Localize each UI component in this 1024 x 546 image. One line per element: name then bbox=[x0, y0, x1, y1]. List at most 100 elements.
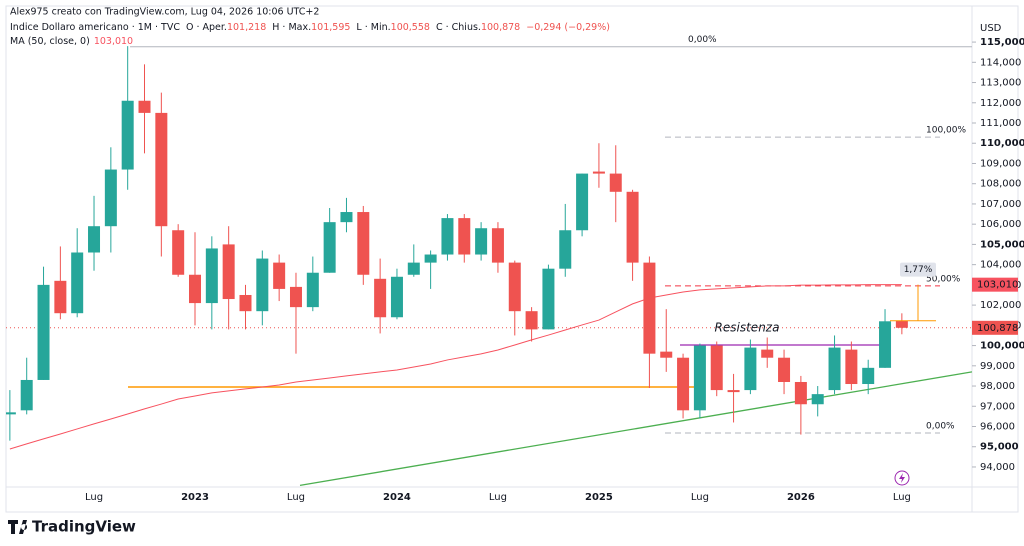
plot-area bbox=[6, 46, 972, 487]
ohlc-value: 100,878 bbox=[481, 22, 520, 33]
body bbox=[205, 248, 218, 304]
body bbox=[609, 173, 622, 192]
body bbox=[155, 112, 168, 227]
body bbox=[525, 311, 538, 330]
body bbox=[172, 230, 185, 275]
event-icon[interactable] bbox=[894, 470, 910, 486]
frame bbox=[5, 5, 1019, 513]
body bbox=[239, 294, 252, 312]
ma-legend: MA (50, close, 0) 103,010 bbox=[10, 36, 133, 47]
y-tick-label: 94,000 bbox=[980, 462, 1015, 473]
ma-name: MA (50, close, 0) bbox=[10, 36, 90, 47]
symbol: Indice Dollaro americano · 1M · TVC bbox=[10, 22, 180, 33]
body bbox=[491, 228, 504, 263]
x-tick-label: 2024 bbox=[383, 492, 411, 503]
body bbox=[828, 347, 841, 391]
logo-text: TradingView bbox=[32, 518, 136, 536]
logo: TradingView bbox=[8, 518, 136, 536]
body bbox=[475, 228, 488, 255]
body bbox=[559, 230, 572, 269]
body bbox=[340, 212, 353, 223]
body bbox=[121, 100, 134, 170]
body bbox=[54, 280, 67, 314]
body bbox=[592, 171, 605, 174]
resistance-label: Resistenza bbox=[715, 320, 780, 334]
x-tick-label: 2023 bbox=[181, 492, 209, 503]
y-tick-label: 99,000 bbox=[980, 361, 1015, 372]
y-tick-label: 104,000 bbox=[980, 260, 1021, 271]
measure-box bbox=[900, 262, 936, 277]
body bbox=[542, 268, 555, 330]
y-tick-label: 95,000 bbox=[980, 442, 1019, 453]
body bbox=[374, 278, 387, 318]
ohlc-value: 101,595 bbox=[311, 22, 350, 33]
ohlc-label: L · Min. bbox=[356, 22, 390, 33]
currency: USD bbox=[980, 23, 1002, 34]
body bbox=[761, 349, 774, 358]
body bbox=[256, 258, 269, 312]
symbol-line: Indice Dollaro americano · 1M · TVC O · A… bbox=[10, 22, 610, 33]
body bbox=[357, 212, 370, 275]
ma-price-label: 103,010 bbox=[977, 280, 1018, 291]
body bbox=[744, 347, 757, 391]
body bbox=[576, 173, 589, 231]
body bbox=[37, 284, 50, 380]
body bbox=[693, 345, 706, 411]
body bbox=[845, 349, 858, 385]
body bbox=[306, 272, 319, 308]
y-tick-label: 111,000 bbox=[980, 118, 1021, 129]
body bbox=[458, 218, 471, 255]
y-tick-label: 102,000 bbox=[980, 300, 1021, 311]
x-tick-label: Lug bbox=[85, 492, 103, 503]
y-tick-label: 112,000 bbox=[980, 98, 1021, 109]
body bbox=[643, 262, 656, 354]
ma-line bbox=[9, 284, 902, 450]
fib-label: 50,00% bbox=[926, 274, 961, 284]
y-tick-label: 110,000 bbox=[980, 138, 1024, 149]
body bbox=[407, 262, 420, 275]
y-tick-label: 97,000 bbox=[980, 401, 1015, 412]
fib-label: 100,00% bbox=[926, 126, 966, 136]
body bbox=[862, 367, 875, 385]
x-tick-label: Lug bbox=[893, 492, 911, 503]
body bbox=[660, 351, 673, 358]
body bbox=[6, 412, 16, 415]
body bbox=[811, 394, 824, 405]
trendline bbox=[299, 371, 972, 487]
body bbox=[104, 169, 117, 227]
y-tick-label: 114,000 bbox=[980, 57, 1021, 68]
body bbox=[508, 262, 521, 312]
fib-label: 0,00% bbox=[926, 421, 955, 431]
ohlc-label: H · Max. bbox=[272, 22, 311, 33]
y-tick-label: 106,000 bbox=[980, 219, 1021, 230]
body bbox=[390, 276, 403, 318]
y-tick-label: 105,000 bbox=[980, 239, 1024, 250]
last-price-label: 100,878 bbox=[977, 323, 1018, 334]
last-price-box bbox=[972, 320, 1018, 335]
y-tick-label: 113,000 bbox=[980, 78, 1021, 89]
change: −0,294 (−0,29%) bbox=[526, 22, 610, 33]
body bbox=[710, 345, 723, 391]
credit: Alex975 creato con TradingView.com, Lug … bbox=[10, 7, 319, 18]
body bbox=[222, 244, 235, 300]
x-tick-label: Lug bbox=[287, 492, 305, 503]
body bbox=[88, 226, 101, 253]
ohlc-label: C · Chius. bbox=[436, 22, 481, 33]
body bbox=[794, 381, 807, 405]
ma-price-box bbox=[972, 277, 1018, 292]
logo-mark bbox=[8, 520, 28, 534]
body bbox=[879, 321, 892, 368]
body bbox=[20, 379, 33, 411]
body bbox=[441, 218, 454, 255]
x-tick-label: 2026 bbox=[787, 492, 815, 503]
ohlc-value: 101,218 bbox=[227, 22, 266, 33]
body bbox=[273, 262, 286, 289]
ma-value: 103,010 bbox=[94, 36, 133, 47]
measure-label: 1,77% bbox=[904, 265, 933, 275]
body bbox=[289, 286, 302, 308]
body bbox=[626, 191, 639, 263]
body bbox=[727, 390, 740, 393]
x-tick-label: Lug bbox=[489, 492, 507, 503]
ohlc-label: O · Aper. bbox=[186, 22, 227, 33]
